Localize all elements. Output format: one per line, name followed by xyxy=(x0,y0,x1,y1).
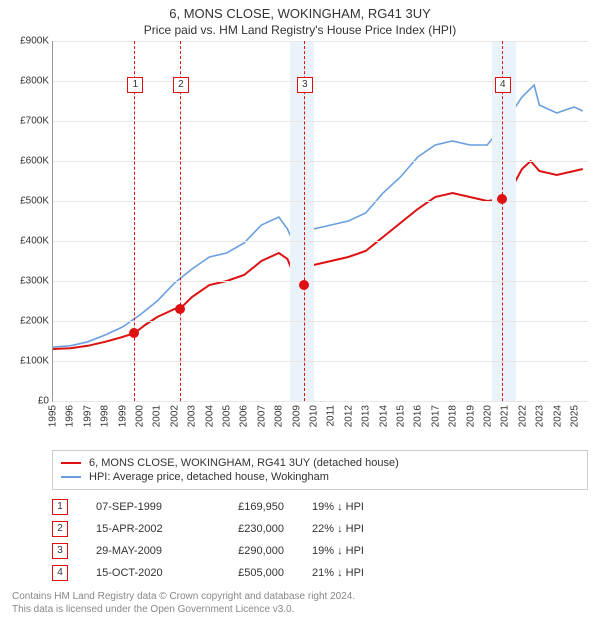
legend-swatch xyxy=(61,476,81,478)
x-axis-label: 2002 xyxy=(169,405,180,427)
x-axis-label: 2005 xyxy=(222,405,233,427)
transaction-price: £230,000 xyxy=(214,523,284,535)
gridline xyxy=(53,201,588,202)
gridline xyxy=(53,121,588,122)
y-axis-label: £0 xyxy=(5,396,49,407)
x-axis-label: 2009 xyxy=(291,405,302,427)
transaction-diff: 19% ↓ HPI xyxy=(312,545,392,557)
x-axis-label: 2003 xyxy=(187,405,198,427)
x-axis-label: 1998 xyxy=(100,405,111,427)
price-chart: £0£100K£200K£300K£400K£500K£600K£700K£80… xyxy=(52,41,588,402)
x-axis-label: 2007 xyxy=(256,405,267,427)
x-axis-label: 1995 xyxy=(48,405,59,427)
transaction-date: 29-MAY-2009 xyxy=(96,545,186,557)
x-axis-label: 2015 xyxy=(396,405,407,427)
footer-attribution: Contains HM Land Registry data © Crown c… xyxy=(12,590,588,616)
transaction-diff: 21% ↓ HPI xyxy=(312,567,392,579)
transaction-marker: 4 xyxy=(52,565,68,581)
x-axis-label: 2008 xyxy=(274,405,285,427)
legend-label: HPI: Average price, detached house, Woki… xyxy=(89,471,329,483)
transaction-price: £169,950 xyxy=(214,501,284,513)
legend-label: 6, MONS CLOSE, WOKINGHAM, RG41 3UY (deta… xyxy=(89,457,399,469)
x-axis-label: 2011 xyxy=(326,405,337,427)
x-axis-label: 2012 xyxy=(343,405,354,427)
transaction-date: 15-OCT-2020 xyxy=(96,567,186,579)
transaction-diff: 19% ↓ HPI xyxy=(312,501,392,513)
gridline xyxy=(53,241,588,242)
transaction-diff: 22% ↓ HPI xyxy=(312,523,392,535)
chart-title: 6, MONS CLOSE, WOKINGHAM, RG41 3UY xyxy=(0,0,600,21)
marker-dot xyxy=(497,194,507,204)
gridline xyxy=(53,361,588,362)
y-axis-label: £700K xyxy=(5,116,49,127)
x-axis-label: 2019 xyxy=(465,405,476,427)
x-axis-label: 2017 xyxy=(430,405,441,427)
gridline xyxy=(53,161,588,162)
y-axis-label: £600K xyxy=(5,156,49,167)
legend-row: HPI: Average price, detached house, Woki… xyxy=(61,470,579,484)
x-axis-label: 2001 xyxy=(152,405,163,427)
x-axis-label: 2018 xyxy=(448,405,459,427)
y-axis-label: £500K xyxy=(5,196,49,207)
gridline xyxy=(53,281,588,282)
x-axis-label: 2010 xyxy=(309,405,320,427)
x-axis-label: 2014 xyxy=(378,405,389,427)
marker-label: 2 xyxy=(173,77,189,93)
marker-label: 3 xyxy=(297,77,313,93)
transaction-price: £505,000 xyxy=(214,567,284,579)
legend-row: 6, MONS CLOSE, WOKINGHAM, RG41 3UY (deta… xyxy=(61,456,579,470)
marker-dot xyxy=(299,280,309,290)
transaction-price: £290,000 xyxy=(214,545,284,557)
marker-dot xyxy=(175,304,185,314)
x-axis-label: 2023 xyxy=(535,405,546,427)
marker-line xyxy=(180,41,181,401)
transaction-row: 3 29-MAY-2009 £290,000 19% ↓ HPI xyxy=(52,540,588,562)
marker-label: 4 xyxy=(495,77,511,93)
x-axis-label: 1999 xyxy=(117,405,128,427)
footer-line: Contains HM Land Registry data © Crown c… xyxy=(12,590,588,603)
marker-line xyxy=(134,41,135,401)
x-axis-label: 1997 xyxy=(82,405,93,427)
chart-subtitle: Price paid vs. HM Land Registry's House … xyxy=(0,21,600,41)
x-axis-label: 2000 xyxy=(135,405,146,427)
y-axis-label: £400K xyxy=(5,236,49,247)
y-axis-label: £900K xyxy=(5,36,49,47)
transaction-date: 15-APR-2002 xyxy=(96,523,186,535)
y-axis-label: £800K xyxy=(5,76,49,87)
x-axis-label: 1996 xyxy=(65,405,76,427)
marker-line xyxy=(304,41,305,401)
transaction-marker: 2 xyxy=(52,521,68,537)
x-axis-label: 2022 xyxy=(517,405,528,427)
y-axis-label: £300K xyxy=(5,276,49,287)
y-axis-label: £200K xyxy=(5,316,49,327)
recession-band xyxy=(492,41,516,401)
transaction-date: 07-SEP-1999 xyxy=(96,501,186,513)
marker-line xyxy=(502,41,503,401)
transaction-marker: 1 xyxy=(52,499,68,515)
x-axis-label: 2004 xyxy=(204,405,215,427)
x-axis-label: 2025 xyxy=(570,405,581,427)
gridline xyxy=(53,321,588,322)
marker-dot xyxy=(129,328,139,338)
y-axis-label: £100K xyxy=(5,356,49,367)
marker-label: 1 xyxy=(127,77,143,93)
x-axis-label: 2021 xyxy=(500,405,511,427)
x-axis-label: 2024 xyxy=(552,405,563,427)
transactions-table: 1 07-SEP-1999 £169,950 19% ↓ HPI 2 15-APR-200… xyxy=(52,496,588,584)
transaction-row: 1 07-SEP-1999 £169,950 19% ↓ HPI xyxy=(52,496,588,518)
gridline xyxy=(53,41,588,42)
gridline xyxy=(53,401,588,402)
x-axis-label: 2006 xyxy=(239,405,250,427)
transaction-row: 4 15-OCT-2020 £505,000 21% ↓ HPI xyxy=(52,562,588,584)
legend: 6, MONS CLOSE, WOKINGHAM, RG41 3UY (deta… xyxy=(52,450,588,490)
legend-swatch xyxy=(61,462,81,464)
x-axis-label: 2013 xyxy=(361,405,372,427)
footer-line: This data is licensed under the Open Gov… xyxy=(12,603,588,616)
transaction-row: 2 15-APR-2002 £230,000 22% ↓ HPI xyxy=(52,518,588,540)
x-axis-label: 2020 xyxy=(483,405,494,427)
x-axis-label: 2016 xyxy=(413,405,424,427)
transaction-marker: 3 xyxy=(52,543,68,559)
recession-band xyxy=(290,41,314,401)
